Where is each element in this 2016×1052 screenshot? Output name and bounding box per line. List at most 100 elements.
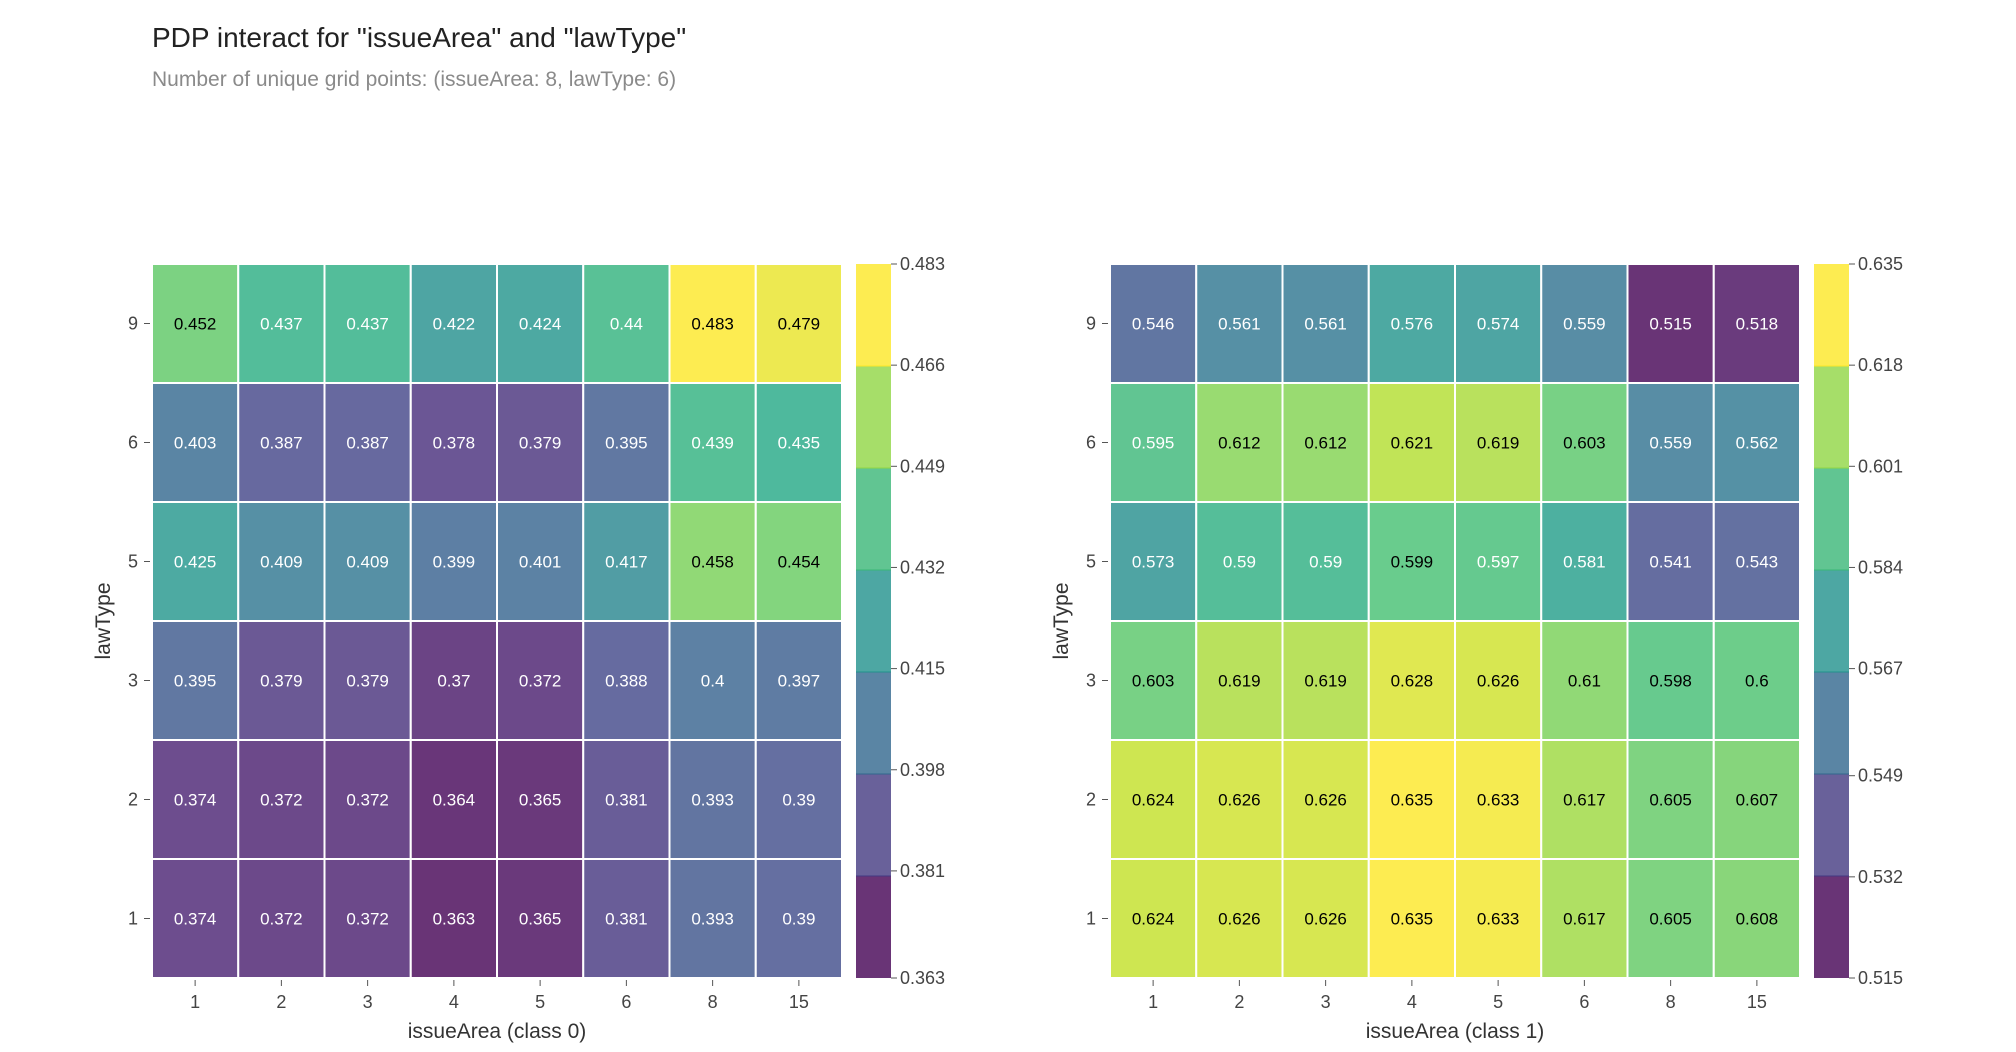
heatmap-cell bbox=[237, 620, 326, 741]
heatmap-cell bbox=[151, 382, 240, 503]
heatmap-cell bbox=[668, 263, 757, 384]
heatmap-cell bbox=[237, 382, 326, 503]
colorbar-tick-label: 0.432 bbox=[900, 557, 945, 577]
colorbar-band bbox=[1814, 876, 1849, 978]
cell-value-label: 0.595 bbox=[1132, 434, 1175, 453]
cell-value-label: 0.543 bbox=[1736, 553, 1779, 572]
heatmap-cell bbox=[1109, 620, 1198, 741]
heatmap-cell bbox=[409, 858, 498, 979]
cell-value-label: 0.365 bbox=[519, 791, 562, 810]
cell-value-label: 0.619 bbox=[1477, 434, 1520, 453]
cell-value-label: 0.581 bbox=[1563, 553, 1606, 572]
chart-title: PDP interact for "issueArea" and "lawTyp… bbox=[152, 22, 687, 53]
x-tick-label: 3 bbox=[363, 992, 373, 1012]
colorbar-tick-label: 0.483 bbox=[900, 254, 945, 274]
cell-value-label: 0.417 bbox=[605, 553, 648, 572]
colorbar-band bbox=[856, 672, 891, 774]
cell-value-label: 0.399 bbox=[433, 553, 476, 572]
cell-value-label: 0.379 bbox=[346, 672, 389, 691]
x-tick-label: 1 bbox=[1148, 992, 1158, 1012]
heatmap-cell bbox=[1367, 739, 1456, 860]
heatmap-cell bbox=[409, 620, 498, 741]
colorbar-tick-label: 0.532 bbox=[1858, 867, 1903, 887]
cell-value-label: 0.617 bbox=[1563, 910, 1606, 929]
cell-value-label: 0.395 bbox=[605, 434, 648, 453]
cell-value-label: 0.437 bbox=[346, 315, 389, 334]
x-tick-label: 5 bbox=[535, 992, 545, 1012]
heatmap-cell bbox=[496, 858, 585, 979]
heatmap-cell bbox=[151, 501, 240, 622]
cell-value-label: 0.626 bbox=[1218, 910, 1261, 929]
cell-value-label: 0.378 bbox=[433, 434, 476, 453]
colorbar-band bbox=[1814, 774, 1849, 876]
cell-value-label: 0.59 bbox=[1309, 553, 1342, 572]
cell-value-label: 0.372 bbox=[346, 910, 389, 929]
heatmap-cell bbox=[668, 620, 757, 741]
colorbar-tick-label: 0.449 bbox=[900, 456, 945, 476]
cell-value-label: 0.44 bbox=[610, 315, 643, 334]
cell-value-label: 0.422 bbox=[433, 315, 476, 334]
heatmap-cell bbox=[1109, 382, 1198, 503]
cell-value-label: 0.439 bbox=[691, 434, 734, 453]
cell-value-label: 0.387 bbox=[346, 434, 389, 453]
heatmap-cell bbox=[1195, 858, 1284, 979]
colorbar-band bbox=[856, 264, 891, 366]
cell-value-label: 0.372 bbox=[260, 910, 303, 929]
colorbar-tick-label: 0.381 bbox=[900, 861, 945, 881]
cell-value-label: 0.628 bbox=[1391, 672, 1434, 691]
colorbar-tick-label: 0.363 bbox=[900, 968, 945, 988]
heatmap-cell bbox=[151, 858, 240, 979]
cell-value-label: 0.372 bbox=[260, 791, 303, 810]
heatmap-cell bbox=[409, 382, 498, 503]
heatmap-cell bbox=[1195, 739, 1284, 860]
cell-value-label: 0.599 bbox=[1391, 553, 1434, 572]
cell-value-label: 0.395 bbox=[174, 672, 217, 691]
cell-value-label: 0.603 bbox=[1563, 434, 1606, 453]
cell-value-label: 0.619 bbox=[1218, 672, 1261, 691]
cell-value-label: 0.4 bbox=[701, 672, 725, 691]
heatmap-cell bbox=[1540, 501, 1629, 622]
colorbar-tick-label: 0.466 bbox=[900, 355, 945, 375]
cell-value-label: 0.624 bbox=[1132, 791, 1175, 810]
heatmap-cell bbox=[1454, 858, 1543, 979]
cell-value-label: 0.387 bbox=[260, 434, 303, 453]
heatmap-cell bbox=[1712, 263, 1801, 384]
heatmap-cell bbox=[1109, 858, 1198, 979]
colorbar-band bbox=[1814, 570, 1849, 672]
cell-value-label: 0.633 bbox=[1477, 910, 1520, 929]
heatmap-cell bbox=[237, 739, 326, 860]
x-tick-label: 4 bbox=[449, 992, 459, 1012]
cell-value-label: 0.617 bbox=[1563, 791, 1606, 810]
colorbar-tick-label: 0.567 bbox=[1858, 659, 1903, 679]
heatmap-cell bbox=[1626, 858, 1715, 979]
cell-value-label: 0.381 bbox=[605, 910, 648, 929]
heatmap-cell bbox=[1281, 620, 1370, 741]
heatmap-cell bbox=[151, 620, 240, 741]
y-tick-label: 9 bbox=[1086, 314, 1096, 334]
heatmap-panel-class-1: 0.546 0.561 0.561 0.576 0.574 0.559 0.515 0.518… bbox=[1050, 254, 1903, 1043]
colorbar-band bbox=[856, 570, 891, 672]
heatmap-cell bbox=[1712, 382, 1801, 503]
heatmap-cell bbox=[1454, 501, 1543, 622]
x-tick-label: 2 bbox=[276, 992, 286, 1012]
y-tick-label: 5 bbox=[1086, 552, 1096, 572]
heatmap-cell bbox=[1367, 382, 1456, 503]
heatmap-cell bbox=[668, 858, 757, 979]
cell-value-label: 0.624 bbox=[1132, 910, 1175, 929]
colorbar-band bbox=[1814, 264, 1849, 366]
cell-value-label: 0.409 bbox=[260, 553, 303, 572]
heatmap-cell bbox=[1281, 739, 1370, 860]
cell-value-label: 0.635 bbox=[1391, 910, 1434, 929]
cell-value-label: 0.401 bbox=[519, 553, 562, 572]
cell-value-label: 0.607 bbox=[1736, 791, 1779, 810]
x-axis-label: issueArea (class 1) bbox=[1366, 1020, 1545, 1043]
cell-value-label: 0.597 bbox=[1477, 553, 1520, 572]
cell-value-label: 0.574 bbox=[1477, 315, 1520, 334]
heatmap-cell bbox=[323, 620, 412, 741]
x-tick-label: 1 bbox=[190, 992, 200, 1012]
heatmap-cell bbox=[323, 858, 412, 979]
cell-value-label: 0.372 bbox=[346, 791, 389, 810]
y-tick-label: 2 bbox=[1086, 790, 1096, 810]
heatmap-cell bbox=[151, 263, 240, 384]
